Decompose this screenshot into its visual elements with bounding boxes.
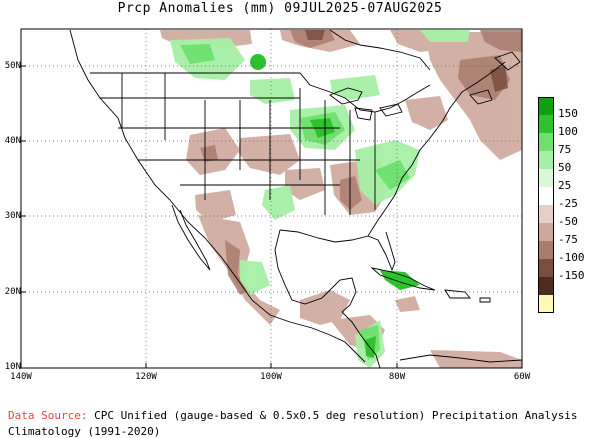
data-source-label: Data Source: (8, 409, 88, 422)
legend-swatch (538, 115, 554, 133)
legend-swatch (538, 223, 554, 241)
lon-label-120w: 120W (135, 372, 157, 382)
legend-swatch (538, 241, 554, 259)
lon-label-140w: 140W (10, 372, 32, 382)
legend-swatch (538, 187, 554, 205)
legend-label: -50 (558, 215, 578, 228)
lat-label-50n: 50N (4, 61, 21, 71)
legend-swatch (538, 169, 554, 187)
lat-label-30n: 30N (4, 211, 21, 221)
country-state-boundaries (69, 29, 522, 368)
legend-swatch (538, 277, 554, 295)
lon-label-100w: 100W (260, 372, 282, 382)
legend-swatch (538, 97, 554, 115)
legend-swatch (538, 205, 554, 223)
climatology-text: Climatology (1991-2020) (8, 425, 161, 438)
axis-ticks (21, 65, 398, 368)
lat-label-20n: 20N (4, 287, 21, 297)
legend-swatch (538, 259, 554, 277)
legend-label: 25 (558, 179, 572, 192)
lat-label-10n: 10N (4, 362, 21, 372)
legend-label: 50 (558, 161, 572, 174)
lon-label-80w: 80W (388, 372, 406, 382)
legend-label: -100 (558, 251, 585, 264)
data-source-text: CPC Unified (gauge-based & 0.5x0.5 deg r… (94, 409, 578, 422)
lat-label-40n: 40N (4, 136, 21, 146)
legend-swatch (538, 295, 554, 313)
legend-label: 150 (558, 107, 578, 120)
data-source-line: Data Source: CPC Unified (gauge-based & … (8, 409, 578, 422)
legend-label: -25 (558, 197, 578, 210)
lon-label-60w: 60W (513, 372, 531, 382)
legend-label: -75 (558, 233, 578, 246)
legend-swatch (538, 133, 554, 151)
legend-label: 100 (558, 125, 578, 138)
legend-label: 75 (558, 143, 572, 156)
map-title: Prcp Anomalies (mm) 09JUL2025-07AUG2025 (117, 1, 443, 16)
legend-label: -150 (558, 269, 585, 282)
graticule (21, 29, 522, 368)
extreme-dry-anomaly-areas (305, 30, 508, 92)
legend-swatch (538, 151, 554, 169)
